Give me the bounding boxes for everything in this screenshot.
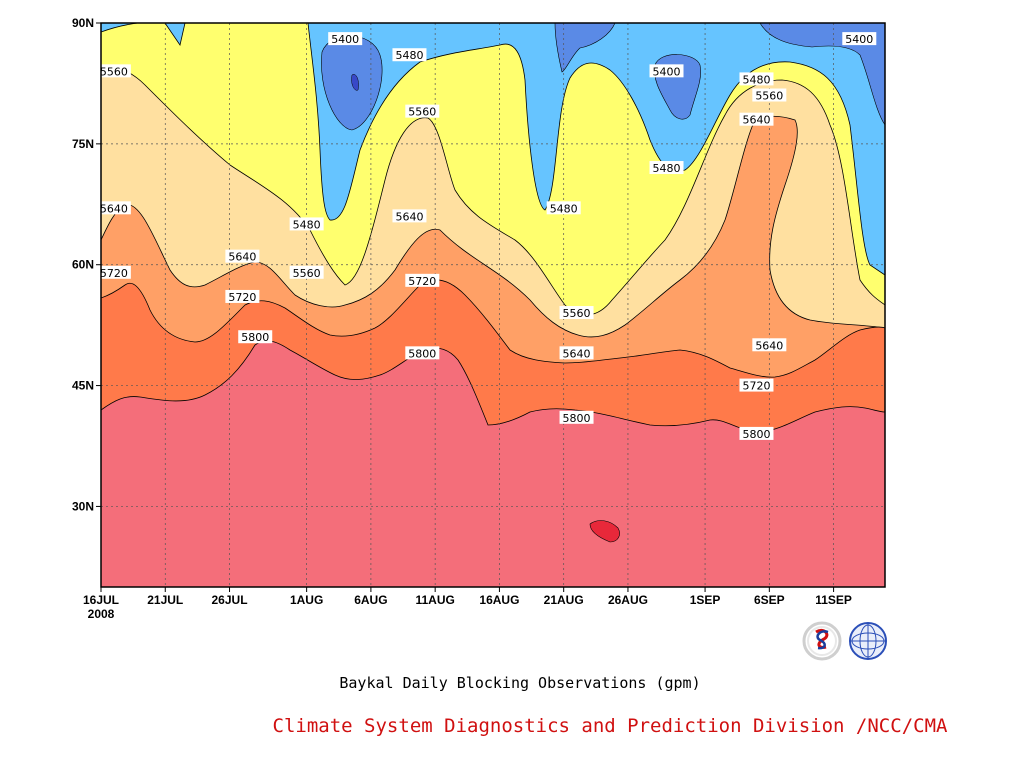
svg-text:5480: 5480 [742,73,770,86]
svg-text:5640: 5640 [563,347,591,360]
x-tick-label: 1SEP [690,593,721,607]
x-tick-label: 16JUL [83,593,119,607]
y-tick-label: 45N [72,379,94,393]
x-tick-label: 21JUL [147,593,183,607]
svg-text:5800: 5800 [408,347,436,360]
svg-text:5640: 5640 [100,202,128,215]
svg-text:5800: 5800 [742,428,770,441]
contour-label: 5800 [405,346,440,360]
contour-label: 5400 [328,32,363,46]
svg-text:5720: 5720 [228,291,256,304]
x-tick-label: 21AUG [544,593,584,607]
svg-text:5640: 5640 [395,210,423,223]
x-tick-label: 6SEP [754,593,785,607]
svg-text:5480: 5480 [395,49,423,62]
svg-text:5720: 5720 [742,380,770,393]
svg-text:5640: 5640 [755,339,783,352]
x-tick-label: 16AUG [479,593,519,607]
contour-label: 5560 [752,88,787,103]
contour-label: 5720 [225,289,260,304]
contour-label: 5640 [752,338,787,352]
svg-text:5720: 5720 [100,267,128,280]
svg-text:5640: 5640 [228,251,256,264]
contour-label: 5480 [392,48,427,62]
contour-label: 5560 [405,104,440,119]
svg-text:5800: 5800 [241,331,269,344]
svg-text:5560: 5560 [100,65,128,78]
contour-label: 5400 [649,64,684,78]
x-tick-label: 26AUG [608,593,648,607]
contour-bands [101,23,885,587]
contour-label: 5560 [289,265,324,280]
contour-label: 5640 [559,346,594,360]
credit-line: Climate System Diagnostics and Predictio… [273,715,948,737]
contour-label: 5480 [546,201,581,215]
x-tick-label: 26JUL [212,593,248,607]
svg-text:5400: 5400 [331,33,359,46]
contour-label: 5800 [238,330,273,344]
svg-text:5560: 5560 [755,90,783,103]
svg-text:5640: 5640 [742,114,770,127]
contour-label: 5640 [96,201,131,215]
contour-label: 5480 [289,217,324,231]
svg-text:5800: 5800 [563,412,591,425]
band-5400-corner [759,23,885,126]
contour-label: 5640 [225,249,260,264]
band-5400-blob-inner [351,74,359,91]
contour-label: 5560 [96,64,131,78]
svg-text:5560: 5560 [408,106,436,119]
contour-labels: 5400 5480 5560 5400 5480 5400 5560 5560 5640 5480… [96,32,877,441]
contour-label: 5480 [649,161,684,175]
band-above-5880 [589,520,620,543]
band-5880 [101,340,885,587]
svg-text:5480: 5480 [653,162,681,175]
chart-caption: Baykal Daily Blocking Observations (gpm) [339,674,700,692]
y-tick-label: 90N [72,16,94,30]
contour-label: 5480 [739,72,774,86]
plot-frame [100,22,886,588]
x-year-label: 2008 [88,607,115,621]
svg-text:5560: 5560 [293,267,321,280]
contour-label: 5720 [96,265,131,280]
y-tick-label: 75N [72,137,94,151]
contour-label: 5640 [392,209,427,223]
y-axis: 30N 45N 60N 75N 90N [72,16,101,513]
band-5400-top [554,23,616,73]
svg-text:5400: 5400 [845,33,873,46]
svg-text:5560: 5560 [563,307,591,320]
x-tick-label: 11SEP [815,593,852,607]
svg-text:5480: 5480 [293,218,321,231]
svg-text:5720: 5720 [408,275,436,288]
x-tick-label: 6AUG [354,593,387,607]
y-tick-label: 60N [72,258,94,272]
contour-label: 5640 [739,112,774,127]
contour-label: 5800 [739,426,774,441]
x-tick-label: 1AUG [290,593,323,607]
x-tick-label: 11AUG [415,593,454,607]
contour-label: 5720 [405,273,440,288]
contour-label: 5400 [842,32,877,46]
y-tick-label: 30N [72,499,94,513]
contour-label: 5720 [739,378,774,393]
ncc-logo [849,622,887,660]
contour-label: 5800 [559,410,594,425]
svg-text:5480: 5480 [550,202,578,215]
svg-text:5400: 5400 [653,65,681,78]
bcc-logo [802,621,842,661]
contour-label: 5560 [559,306,594,320]
grid-lines [101,23,885,587]
